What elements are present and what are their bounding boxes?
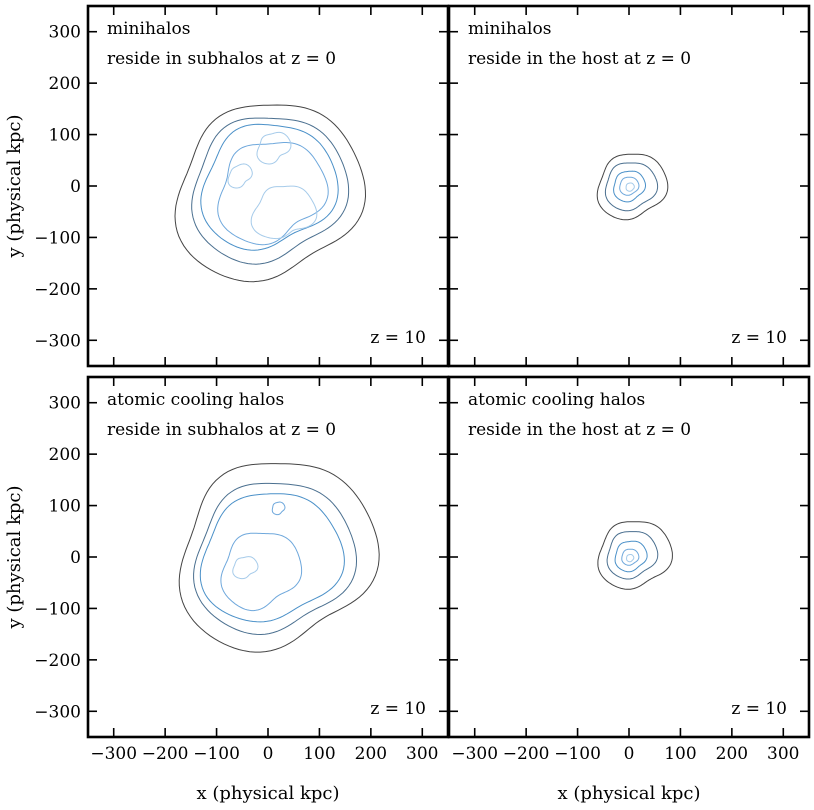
x-tick-label: 200 — [355, 744, 387, 764]
ticks — [88, 377, 448, 737]
panel-1: −300 −200 −100 0 100 200 300 minihalos reside in… — [4, 4, 450, 368]
y-axis-label: y (physical kpc) — [4, 485, 25, 629]
contour-line-4 — [220, 532, 303, 612]
y-axis-label: y (physical kpc) — [4, 114, 25, 258]
panel-annotation: reside in the host at z = 0 — [468, 420, 691, 440]
contour-line-2 — [191, 117, 350, 265]
contour-group — [174, 104, 367, 283]
y-tick-label: −200 — [34, 280, 81, 300]
axes-frame — [447, 375, 811, 739]
contour-group — [597, 521, 673, 590]
panel-2: minihalos reside in the host at z = 0 z = … — [447, 4, 811, 368]
x-tick-label: 200 — [716, 744, 748, 764]
panel-annotation: minihalos — [107, 19, 190, 39]
contour-line-2 — [193, 482, 358, 636]
ticks — [449, 377, 809, 737]
x-tick-label: −300 — [90, 744, 137, 764]
y-tick-label: −300 — [34, 331, 81, 351]
x-tick-label: −200 — [503, 744, 550, 764]
panel-annotation: reside in subhalos at z = 0 — [107, 49, 336, 69]
contour-line-1 — [596, 153, 669, 221]
y-tick-label: 200 — [49, 445, 81, 465]
contour-line-3 — [614, 540, 648, 573]
contour-line-7 — [227, 163, 253, 189]
contour-line-5 — [250, 185, 318, 240]
x-tick-label: 0 — [624, 744, 635, 764]
y-tick-label: 100 — [49, 497, 81, 517]
axes-frame — [447, 4, 811, 368]
y-tick-label: −200 — [34, 651, 81, 671]
contour-line-5 — [626, 554, 635, 563]
x-axis-label: x (physical kpc) — [558, 783, 701, 804]
y-tick-label: 300 — [49, 394, 81, 414]
y-tick-label: 100 — [49, 126, 81, 146]
contour-line-1 — [178, 463, 380, 653]
x-tick-label: 100 — [664, 744, 696, 764]
ticks — [88, 6, 448, 366]
contour-line-3 — [613, 170, 646, 203]
panel-annotation: atomic cooling halos — [468, 390, 645, 410]
y-tick-label: −100 — [34, 228, 81, 248]
contour-line-5 — [271, 501, 286, 516]
y-tick-label: 200 — [49, 74, 81, 94]
contour-line-6 — [232, 556, 259, 580]
contour-line-6 — [256, 131, 292, 165]
panel-annotation: reside in the host at z = 0 — [468, 49, 691, 69]
contour-line-1 — [174, 104, 367, 283]
panel-annotation: reside in subhalos at z = 0 — [107, 420, 336, 440]
redshift-label: z = 10 — [370, 699, 426, 719]
y-tick-label: 0 — [70, 177, 81, 197]
redshift-label: z = 10 — [731, 328, 787, 348]
ticks — [449, 6, 809, 366]
panel-annotation: atomic cooling halos — [107, 390, 284, 410]
contour-group — [178, 463, 380, 653]
x-tick-label: −100 — [193, 744, 240, 764]
x-tick-label: 0 — [263, 744, 274, 764]
contour-line-4 — [619, 176, 640, 196]
x-tick-label: −300 — [451, 744, 498, 764]
x-tick-label: −200 — [142, 744, 189, 764]
x-tick-label: 100 — [303, 744, 335, 764]
panel-annotation: minihalos — [468, 19, 551, 39]
y-tick-label: 300 — [49, 23, 81, 43]
y-tick-label: −100 — [34, 599, 81, 619]
x-tick-label: −100 — [554, 744, 601, 764]
x-tick-label: 300 — [767, 744, 799, 764]
contour-line-5 — [625, 182, 635, 192]
contour-line-3 — [199, 493, 345, 623]
redshift-label: z = 10 — [731, 699, 787, 719]
contour-line-4 — [217, 142, 329, 246]
contour-line-2 — [606, 531, 659, 580]
contour-line-4 — [621, 548, 640, 566]
y-tick-label: 0 — [70, 548, 81, 568]
y-tick-label: −300 — [34, 702, 81, 722]
x-tick-label: 300 — [406, 744, 438, 764]
redshift-label: z = 10 — [370, 328, 426, 348]
contour-group — [596, 153, 669, 221]
x-axis-label: x (physical kpc) — [197, 783, 340, 804]
contour-line-2 — [604, 162, 659, 212]
contour-line-1 — [597, 521, 673, 590]
contour-line-3 — [200, 123, 339, 251]
panel-4: −300 −200 −100 0 100 200 300 atomic cooling hal… — [447, 375, 811, 804]
